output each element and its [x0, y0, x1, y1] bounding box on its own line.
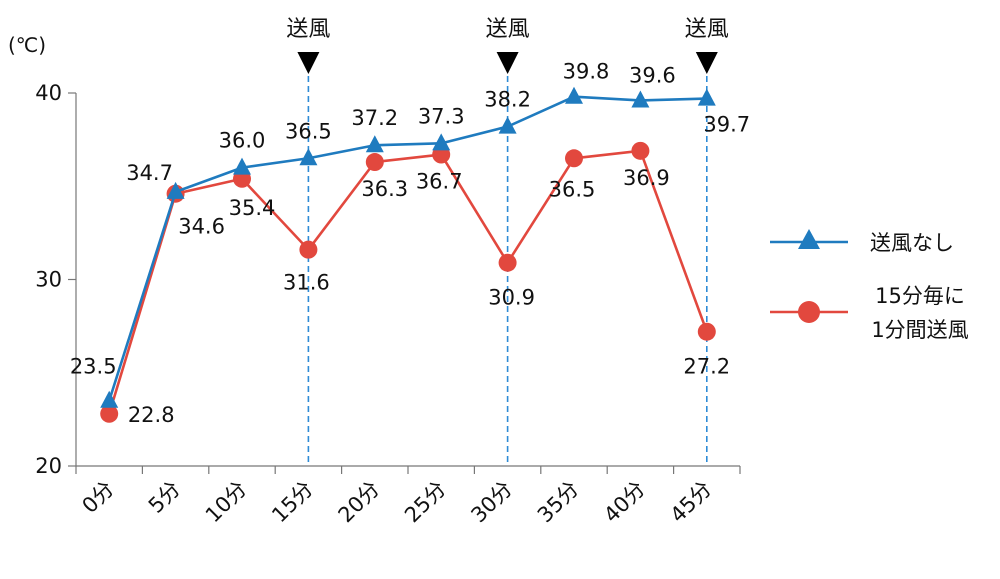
- data-label: 39.6: [629, 63, 676, 87]
- series-line: [107, 149, 709, 415]
- x-tick-label: 10分: [201, 477, 252, 528]
- legend: 送風なし 15分毎に 1分間送風: [770, 229, 969, 342]
- x-tick-label: 30分: [466, 477, 517, 528]
- data-label: 37.3: [418, 104, 465, 128]
- series-point-circle: [498, 253, 517, 272]
- series-group: 23.5 34.7 36.0 36.5 37.2 37.3 38.2 39.8 39.6 39.7…: [70, 60, 750, 427]
- blower-annotation-label: 送風: [685, 17, 729, 42]
- data-label: 27.2: [683, 355, 730, 379]
- x-tick-label: 0分: [77, 477, 118, 518]
- series-point-triangle: [432, 133, 451, 151]
- legend-label-line: 1分間送風: [871, 318, 968, 342]
- data-label: 22.8: [128, 403, 175, 427]
- blower-marker-triangle: [496, 52, 519, 74]
- series-point-triangle: [233, 157, 251, 175]
- data-label: 37.2: [351, 106, 398, 130]
- x-tick-label: 20分: [334, 477, 385, 528]
- series-point-circle: [365, 153, 384, 172]
- data-label: 34.7: [126, 161, 173, 185]
- legend-marker-triangle: [798, 229, 820, 249]
- y-tick-label: 20: [35, 454, 62, 478]
- series-point-triangle: [365, 135, 384, 153]
- blower-annotation-label: 送風: [286, 17, 330, 42]
- blower-marker-triangle: [297, 52, 320, 74]
- data-label: 30.9: [488, 286, 535, 310]
- x-tick-label: 15分: [267, 477, 318, 528]
- axes: 20 30 40 0分 5分 10分 15分 20分 25分 30分 35分 40分 45分: [35, 81, 741, 528]
- y-tick-label: 30: [35, 268, 62, 292]
- legend-label-line: 15分毎に: [875, 284, 965, 308]
- data-label: 36.3: [361, 177, 408, 201]
- x-tick-label: 45分: [666, 477, 717, 528]
- y-tick-label: 40: [35, 81, 62, 105]
- data-label: 34.6: [178, 215, 225, 239]
- data-label: 36.5: [549, 177, 596, 201]
- series-point-circle: [100, 404, 119, 423]
- series-point-triangle: [299, 148, 318, 166]
- x-tick-label: 25分: [400, 477, 451, 528]
- series-point-triangle: [166, 181, 185, 199]
- data-label: 36.5: [285, 119, 332, 143]
- data-label: 39.8: [563, 60, 610, 84]
- x-tick-label: 35分: [533, 477, 584, 528]
- series-point-triangle: [697, 88, 716, 106]
- x-tick-label: 5分: [144, 477, 185, 518]
- series-point-circle: [697, 322, 716, 341]
- x-tick-label: 40分: [599, 477, 650, 528]
- series-line: [107, 95, 707, 402]
- data-label: 39.7: [703, 113, 750, 137]
- series-point-triangle: [498, 116, 517, 134]
- data-label: 35.4: [229, 196, 276, 220]
- series-point-triangle: [565, 86, 583, 104]
- data-label: 36.9: [623, 166, 670, 190]
- series-point-circle: [299, 240, 318, 259]
- data-label: 31.6: [283, 271, 330, 295]
- data-label: 38.2: [484, 88, 531, 112]
- legend-label-no-blower: 送風なし: [870, 231, 954, 255]
- data-label: 36.0: [219, 129, 266, 153]
- y-axis-unit-label: (℃): [8, 33, 46, 57]
- blower-marker-triangle: [695, 52, 718, 74]
- legend-label-blower: 15分毎に 1分間送風: [871, 284, 968, 342]
- series-point-circle: [631, 141, 650, 160]
- data-label: 23.5: [70, 355, 117, 379]
- series-point-triangle: [631, 90, 650, 108]
- legend-marker-circle: [798, 301, 820, 323]
- blower-annotation-label: 送風: [486, 17, 530, 42]
- series-point-triangle: [100, 390, 119, 408]
- data-label: 36.7: [416, 170, 463, 194]
- series-point-circle: [565, 149, 583, 168]
